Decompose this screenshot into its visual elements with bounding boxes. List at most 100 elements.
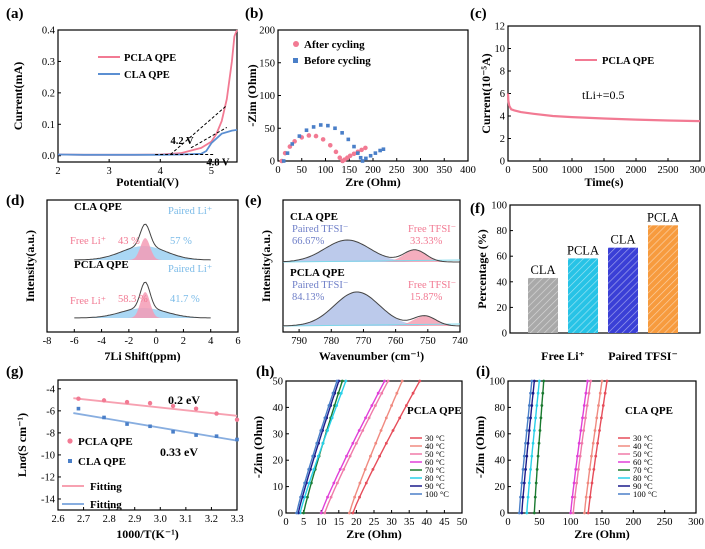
data-point bbox=[374, 441, 378, 445]
panel-f: 0 20 40 60 80 100 (f) CLA PCLA CLA PCLA Free Li⁺ Pai… bbox=[470, 201, 701, 363]
data-point bbox=[368, 153, 373, 158]
data-point bbox=[380, 391, 384, 395]
data-point bbox=[384, 441, 388, 445]
data-point bbox=[285, 151, 290, 155]
free-peak-area bbox=[379, 250, 457, 262]
data-point bbox=[124, 399, 130, 405]
y-tick-label: 60 bbox=[497, 252, 508, 263]
legend-marker bbox=[67, 438, 73, 444]
data-point bbox=[367, 416, 371, 420]
data-point bbox=[584, 416, 587, 420]
data-point bbox=[587, 391, 591, 395]
y-tick-label: 0.3 bbox=[42, 57, 55, 68]
data-point bbox=[538, 429, 542, 432]
x-tick-label: 3.0 bbox=[154, 514, 167, 525]
data-point bbox=[333, 126, 337, 131]
data-point bbox=[395, 391, 399, 395]
x-tick-label: 10 bbox=[316, 517, 327, 528]
x-axis-label: Wavenumber (cm⁻¹) bbox=[319, 349, 424, 363]
data-point bbox=[333, 149, 339, 155]
data-point bbox=[194, 433, 198, 437]
legend-label: 90 °C bbox=[633, 481, 653, 491]
data-point bbox=[335, 379, 339, 383]
data-point bbox=[542, 379, 546, 383]
legend-label: 70 °C bbox=[633, 465, 653, 475]
envelope-line bbox=[74, 223, 211, 261]
data-point bbox=[535, 467, 539, 471]
legend-label: 50 °C bbox=[633, 449, 653, 459]
x-tick-label: 6 bbox=[235, 336, 240, 347]
data-point bbox=[522, 481, 526, 485]
data-point bbox=[524, 441, 527, 445]
bar-label: CLA bbox=[611, 233, 636, 247]
baseline-line bbox=[282, 259, 461, 263]
x-tick-label: 770 bbox=[356, 336, 372, 347]
x-axis-label: 7Li Shift(ppm) bbox=[104, 349, 180, 363]
data-point bbox=[583, 511, 586, 515]
y-tick-label: 0 bbox=[270, 157, 275, 168]
data-point bbox=[589, 379, 593, 383]
x-tick-label: 15 bbox=[334, 517, 345, 528]
x-tick-label: 0 bbox=[505, 165, 510, 176]
envelope-line bbox=[283, 291, 460, 327]
data-point bbox=[592, 467, 596, 471]
panel-g: 2.6 2.7 2.8 2.9 3.0 3.1 3.2 3.3 -4 -6 -8 -10 -12 -14 (… bbox=[6, 364, 244, 541]
legend-label: 30 °C bbox=[425, 433, 445, 443]
data-point bbox=[358, 155, 363, 160]
data-point bbox=[351, 151, 357, 157]
annotation-label: 0.33 eV bbox=[160, 445, 198, 459]
annotation-label: 4.8 V bbox=[206, 158, 230, 169]
tangent-line bbox=[190, 126, 228, 149]
bar bbox=[648, 225, 678, 333]
x-tick-label: 150 bbox=[341, 165, 357, 176]
data-point bbox=[339, 391, 343, 395]
data-point bbox=[530, 379, 534, 383]
free-label: Free Li⁺ bbox=[70, 296, 106, 307]
panel-b: 0 50 100 150 200 250 300 350 400 0 50 100 150 200 (b) A… bbox=[245, 6, 476, 189]
y-tick-label: -14 bbox=[41, 494, 56, 505]
data-point bbox=[532, 429, 536, 432]
paired-peak-area bbox=[283, 240, 428, 262]
data-point bbox=[400, 379, 404, 383]
y-tick-label: 30 bbox=[273, 429, 284, 440]
data-point bbox=[594, 454, 598, 458]
data-point bbox=[330, 416, 334, 420]
legend-label: 70 °C bbox=[425, 465, 445, 475]
y-tick-label: -8 bbox=[46, 428, 55, 439]
data-point bbox=[534, 416, 537, 420]
data-point bbox=[303, 481, 307, 485]
x-axis-label: Zre (Ohm) bbox=[346, 527, 401, 541]
data-point bbox=[595, 416, 599, 420]
x-tick-label: 2.8 bbox=[103, 514, 116, 525]
y-tick-label: 4 bbox=[500, 112, 506, 123]
x-tick-label: 5 bbox=[301, 517, 306, 528]
x-tick-label: 2 bbox=[55, 166, 60, 177]
y-tick-label: 0 bbox=[500, 509, 505, 520]
data-point bbox=[532, 379, 536, 383]
data-point bbox=[358, 495, 361, 499]
data-point bbox=[386, 379, 390, 383]
panel-label: (e) bbox=[245, 193, 262, 209]
data-point bbox=[536, 391, 540, 395]
free-value: 33.33% bbox=[410, 236, 443, 247]
data-point bbox=[596, 441, 600, 445]
legend-label: 100 °C bbox=[425, 489, 449, 499]
legend-label: 90 °C bbox=[425, 481, 445, 491]
x-tick-label: 300 bbox=[413, 165, 429, 176]
data-point bbox=[353, 495, 357, 499]
data-point bbox=[337, 155, 343, 161]
legend-label: 40 °C bbox=[633, 441, 653, 451]
legend-label: CLA QPE bbox=[78, 456, 126, 468]
x-tick-label: 4 bbox=[208, 336, 214, 347]
panel-label: (i) bbox=[476, 364, 490, 380]
x-tick-label: 780 bbox=[323, 336, 339, 347]
x-tick-label: 2500 bbox=[658, 165, 679, 176]
annotation-label: 0.2 eV bbox=[168, 393, 200, 407]
data-point bbox=[319, 511, 323, 515]
baseline-line bbox=[282, 323, 461, 327]
data-point bbox=[340, 131, 344, 135]
data-point bbox=[418, 379, 422, 383]
x-axis-label: Time(s) bbox=[584, 175, 623, 189]
data-point bbox=[524, 467, 527, 471]
